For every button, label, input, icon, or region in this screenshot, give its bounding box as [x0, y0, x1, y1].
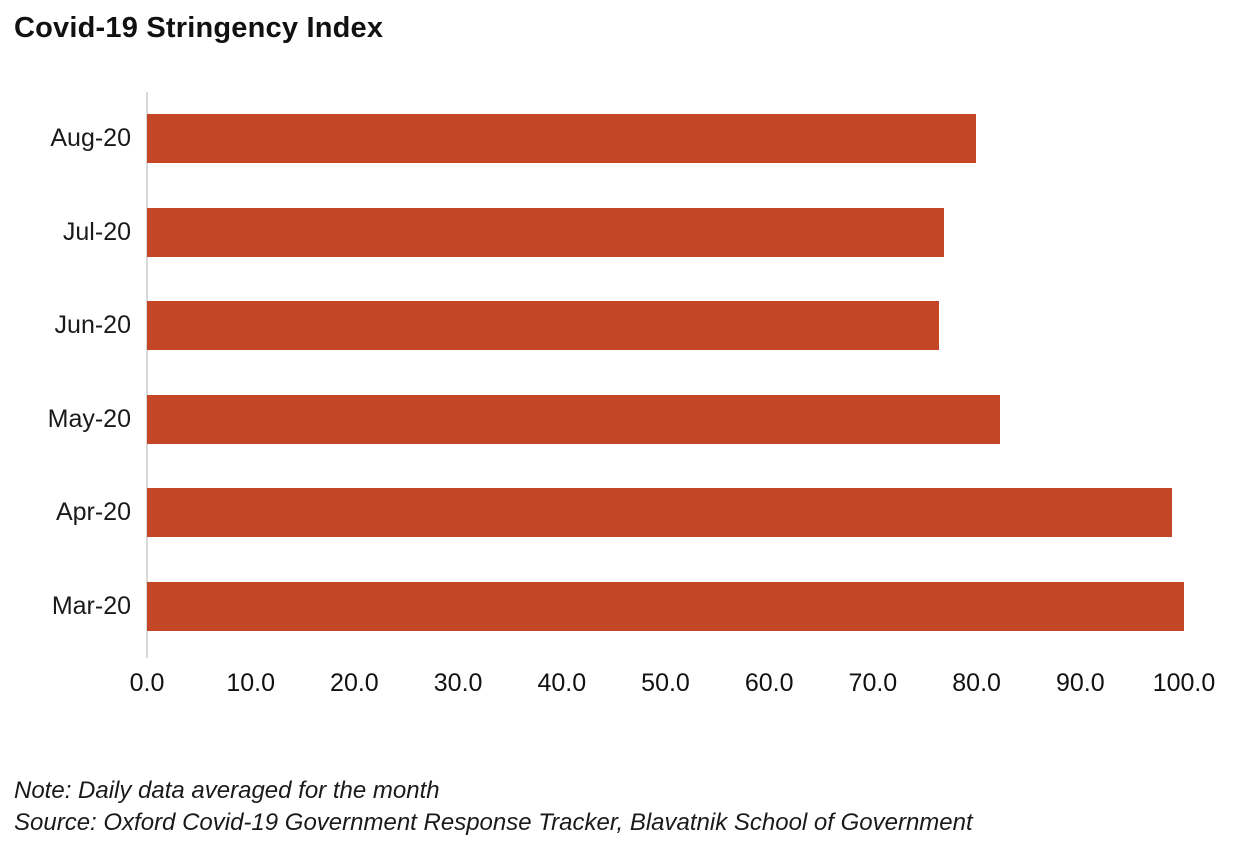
chart-title: Covid-19 Stringency Index [14, 12, 384, 44]
x-axis-tick-label: 60.0 [744, 669, 794, 697]
source-text: Source: Oxford Covid-19 Government Respo… [14, 808, 973, 836]
bar [147, 114, 976, 164]
bar-track [147, 114, 1184, 164]
bar-row: Mar-20 [0, 560, 1242, 654]
bar [147, 488, 1172, 538]
x-axis-tick-label: 10.0 [226, 669, 276, 697]
bar-row: Jun-20 [0, 279, 1242, 373]
bar [147, 207, 945, 257]
x-axis-tick-label: 20.0 [330, 669, 379, 697]
bar-row: Jul-20 [0, 186, 1242, 280]
bar [147, 301, 940, 351]
x-axis: 0.0 10.0 20.0 30.0 40.0 50.0 60.0 70.0 80.0 90.0 1… [130, 669, 1216, 711]
y-axis-label: Jun-20 [54, 311, 131, 340]
x-axis-tick-label: 100.0 [1152, 669, 1216, 697]
y-axis-label: Aug-20 [50, 124, 131, 153]
bar-track [147, 488, 1184, 538]
bar [147, 581, 1184, 631]
stringency-bar-chart: Aug-20 Jul-20 Jun-20 May-20 Apr-20 Mar-20 0.0… [0, 92, 1242, 711]
bar-row: May-20 [0, 373, 1242, 467]
x-axis-tick-label: 80.0 [952, 669, 1001, 697]
x-axis-tick-label: 70.0 [848, 669, 898, 697]
y-axis-label: Apr-20 [55, 498, 131, 527]
chart-footer: Note: Daily data averaged for the month … [14, 775, 973, 838]
bar-track [147, 207, 1184, 257]
y-axis-label: Jul-20 [62, 217, 131, 246]
bar-row: Aug-20 [0, 92, 1242, 186]
bar-row: Apr-20 [0, 466, 1242, 560]
bar [147, 394, 1001, 444]
bar-track [147, 301, 1184, 351]
y-axis-line [146, 92, 148, 658]
note-text: Note: Daily data averaged for the month [14, 777, 440, 804]
x-axis-tick-label: 0.0 [129, 669, 165, 697]
bar-track [147, 394, 1184, 444]
x-axis-tick-label: 50.0 [641, 669, 690, 697]
x-axis-tick-label: 40.0 [537, 669, 587, 697]
bar-rows: Aug-20 Jul-20 Jun-20 May-20 Apr-20 Mar-20 [0, 92, 1242, 653]
y-axis-label: Mar-20 [51, 591, 131, 620]
x-axis-tick-label: 30.0 [433, 669, 483, 697]
y-axis-label: May-20 [47, 404, 131, 433]
x-axis-tick-label: 90.0 [1055, 669, 1105, 697]
bar-track [147, 581, 1184, 631]
